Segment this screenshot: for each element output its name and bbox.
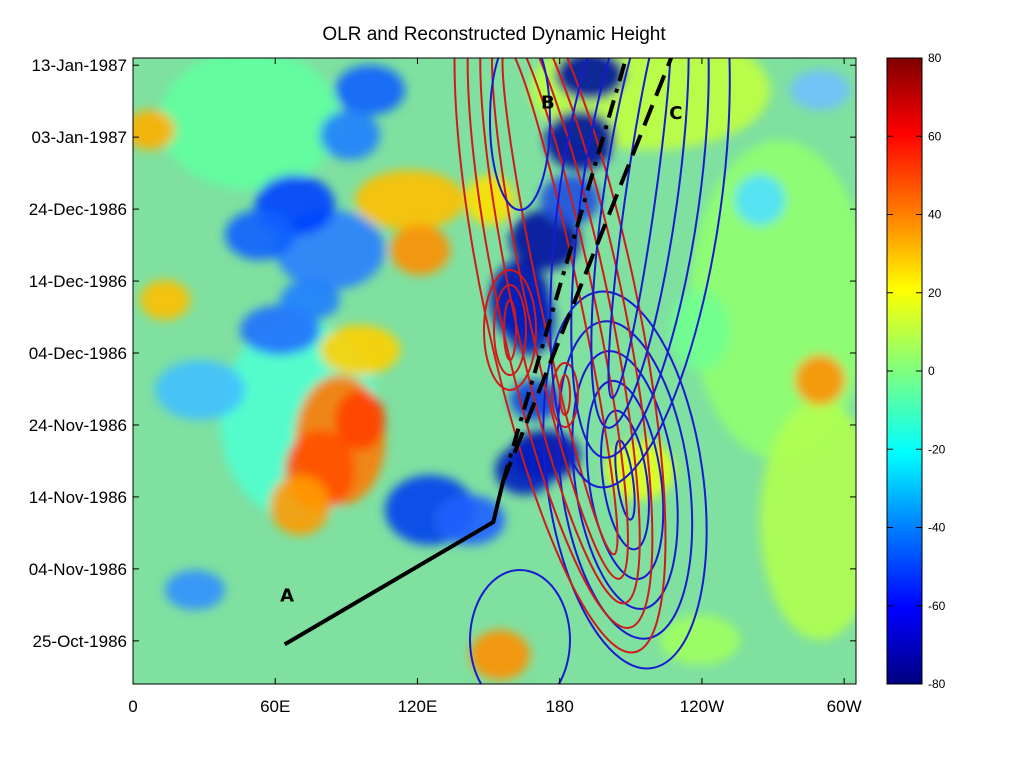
x-tick-label: 0	[128, 697, 137, 716]
y-tick-label: 14-Dec-1986	[29, 272, 127, 291]
annotation-C: C	[669, 103, 682, 124]
colorbar-ticks: 80 60 40 20 0 -20 -40 -60 -80	[887, 51, 946, 691]
track-A	[283, 482, 505, 647]
track-B	[500, 58, 629, 484]
x-tick-label: 120W	[680, 697, 724, 716]
colorbar-tick-label: -60	[928, 599, 946, 613]
colorbar-tick-label: 20	[928, 286, 942, 300]
annotation-B: B	[541, 92, 555, 113]
colorbar-tick-label: 40	[928, 208, 942, 222]
colorbar-tick-label: -40	[928, 521, 946, 535]
colorbar-tick-label: -80	[928, 677, 946, 691]
y-tick-label: 04-Nov-1986	[29, 560, 127, 579]
y-tick-label: 24-Dec-1986	[29, 200, 127, 219]
y-tick-label: 03-Jan-1987	[32, 128, 127, 147]
colorbar-tick-label: -20	[928, 442, 946, 456]
plot-frame	[132, 57, 857, 685]
propagation-tracks	[283, 58, 673, 647]
y-axis: 25-Oct-1986 04-Nov-1986 14-Nov-1986 24-Nov-…	[29, 56, 856, 651]
track-C	[500, 58, 673, 484]
x-axis: 0 60E 120E 180 120W 60W	[128, 58, 862, 716]
y-tick-label: 04-Dec-1986	[29, 344, 127, 363]
annotation-A: A	[280, 585, 294, 606]
x-tick-label: 60W	[827, 697, 862, 716]
chart-title: OLR and Reconstructed Dynamic Height	[322, 24, 666, 45]
colorbar-tick-label: 80	[928, 51, 942, 65]
colorbar-tick-label: 0	[928, 364, 935, 378]
y-tick-label: 13-Jan-1987	[32, 56, 127, 75]
olr-heatmap	[133, 58, 856, 684]
x-tick-label: 180	[546, 697, 574, 716]
dynamic-height-contours	[453, 58, 731, 684]
y-tick-label: 25-Oct-1986	[33, 632, 128, 651]
y-tick-label: 14-Nov-1986	[29, 488, 127, 507]
track-labels: A B C	[280, 92, 682, 606]
y-tick-label: 24-Nov-1986	[29, 416, 127, 435]
x-tick-label: 60E	[260, 697, 290, 716]
colorbar-tick-label: 60	[928, 129, 942, 143]
x-tick-label: 120E	[398, 697, 438, 716]
